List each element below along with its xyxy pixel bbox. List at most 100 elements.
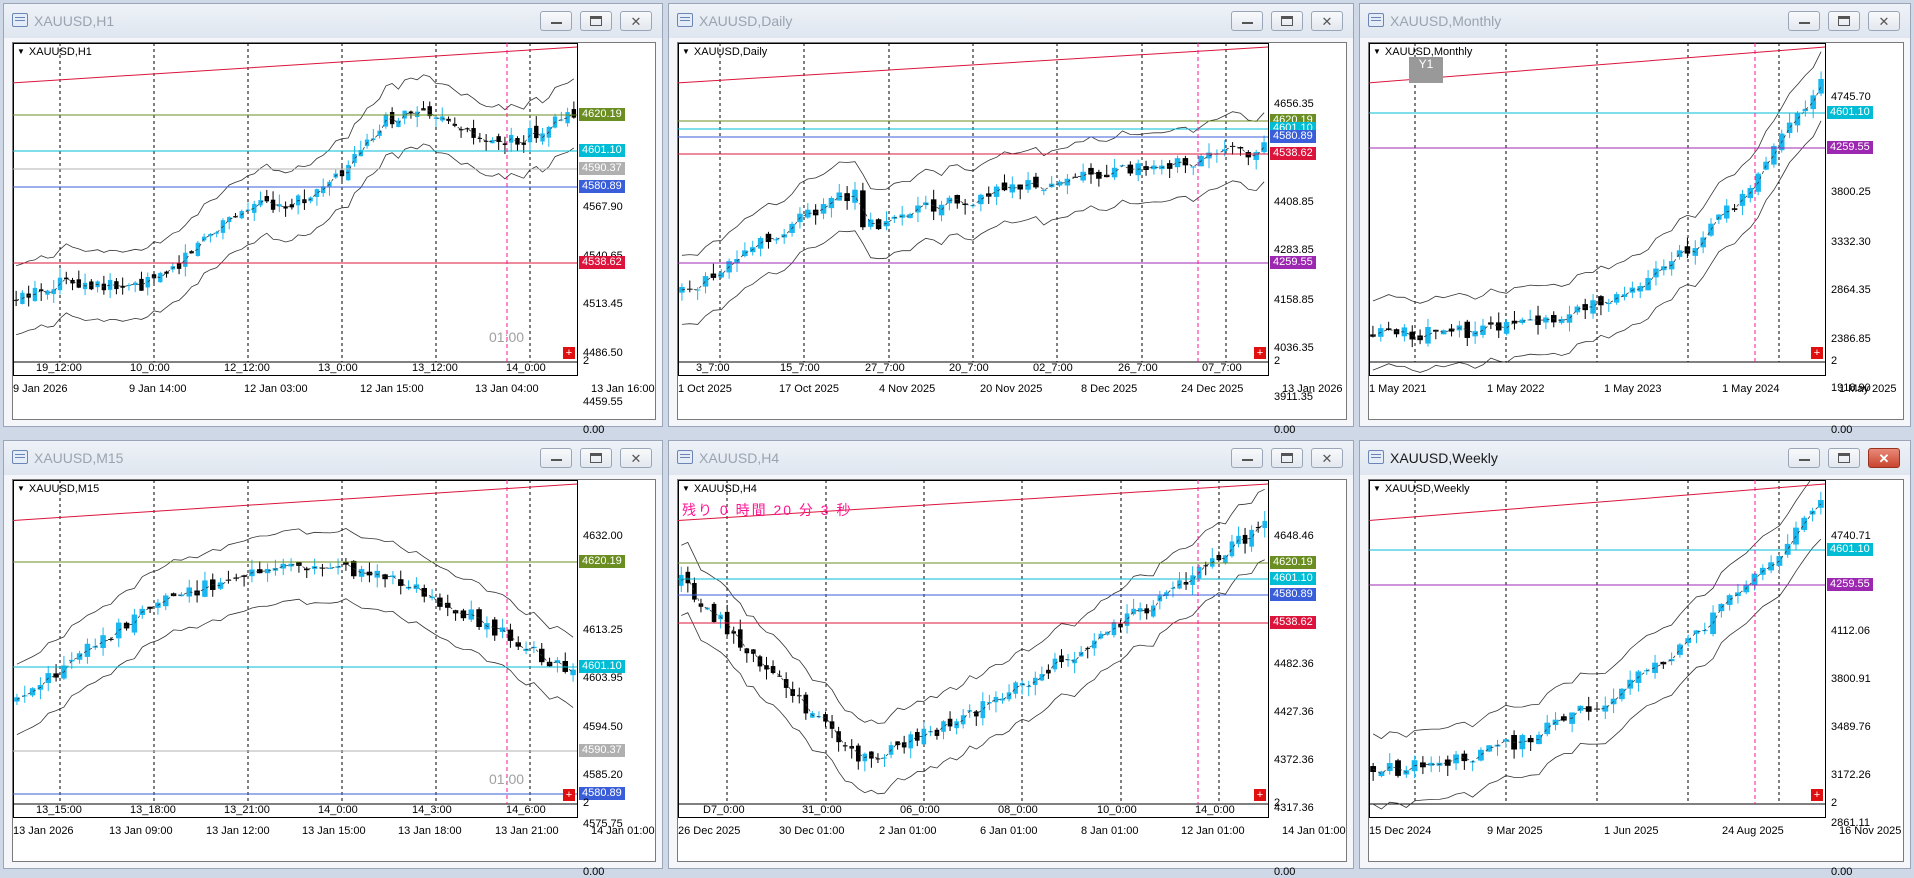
- close-button[interactable]: ✕: [1868, 11, 1900, 31]
- minimize-button[interactable]: [1788, 11, 1820, 31]
- maximize-button[interactable]: [1828, 11, 1860, 31]
- title-bar[interactable]: XAUUSD,M15 ✕: [4, 441, 662, 475]
- price-chart[interactable]: [13, 480, 657, 863]
- title-bar[interactable]: XAUUSD,H1 ✕: [4, 4, 662, 38]
- chart-area[interactable]: XAUUSD,H4 4648.46 4482.36 4427.36 4372.36 431…: [677, 479, 1348, 878]
- price-chart[interactable]: [678, 480, 1348, 863]
- price-chart[interactable]: [13, 43, 657, 421]
- title-bar[interactable]: XAUUSD,Weekly ✕: [1360, 441, 1910, 475]
- chart-window-m15[interactable]: XAUUSD,M15 ✕ XAUUSD,M15 4632.00 4613.25 4603.…: [3, 440, 663, 878]
- candle: [1096, 169, 1102, 187]
- maximize-button[interactable]: [1271, 448, 1303, 468]
- separator-label: 14_3:00: [412, 804, 452, 816]
- candle-body: [914, 732, 920, 741]
- plot-frame: [13, 43, 578, 376]
- band-middle: [1372, 86, 1822, 339]
- add-button[interactable]: +: [1811, 789, 1823, 801]
- candle-body: [1652, 662, 1658, 673]
- maximize-button[interactable]: [580, 448, 612, 468]
- close-button[interactable]: ✕: [1868, 448, 1900, 468]
- candle: [1409, 325, 1415, 348]
- candle-body: [1428, 762, 1435, 766]
- candle-body: [565, 112, 570, 124]
- x-axis-tick-label: 1 May 2021: [1369, 383, 1427, 395]
- chart-window-monthly[interactable]: XAUUSD,Monthly ✕ XAUUSD,Monthly 4745.70 3800…: [1359, 3, 1911, 436]
- separator-label: 02_7:00: [1033, 362, 1073, 374]
- candle: [692, 577, 697, 603]
- add-button[interactable]: +: [563, 789, 575, 801]
- maximize-button[interactable]: [1828, 448, 1860, 468]
- chart-window-h1[interactable]: XAUUSD,H1✕ XAUUSD,H14567.904540.654513.45…: [3, 3, 663, 436]
- candle: [1131, 598, 1136, 616]
- candle: [907, 212, 913, 219]
- minimize-icon: [551, 459, 562, 461]
- y-axis-tick-label: 0.00: [1274, 424, 1296, 436]
- candle-body: [264, 568, 271, 574]
- minimize-button[interactable]: [540, 11, 572, 31]
- minimize-button[interactable]: [1231, 11, 1263, 31]
- add-button[interactable]: +: [1254, 789, 1266, 801]
- chart-area[interactable]: XAUUSD,M15 4632.00 4613.25 4603.95 4594.50 45…: [12, 479, 657, 878]
- candle: [377, 124, 382, 139]
- candle: [1378, 770, 1385, 778]
- candle: [895, 741, 900, 750]
- candle-body: [882, 757, 887, 759]
- candle-body: [1461, 753, 1468, 762]
- candle: [1574, 304, 1581, 315]
- y-axis-tick-label: 4740.71: [1831, 530, 1871, 542]
- candle: [396, 117, 401, 128]
- candle-body: [217, 582, 224, 589]
- close-button[interactable]: ✕: [1311, 448, 1343, 468]
- minimize-button[interactable]: [1231, 448, 1263, 468]
- candle: [227, 216, 232, 230]
- trend-line: [13, 483, 578, 521]
- chart-area[interactable]: XAUUSD,Daily 4656.35 4408.85 4283.85 4158.85…: [677, 42, 1348, 436]
- price-chart[interactable]: [678, 43, 1348, 421]
- title-bar[interactable]: XAUUSD,H4 ✕: [669, 441, 1353, 475]
- minimize-button[interactable]: [540, 448, 572, 468]
- candle-body: [1127, 164, 1134, 174]
- candle-body: [1585, 706, 1592, 712]
- candle-body: [1262, 520, 1268, 529]
- close-button[interactable]: ✕: [620, 448, 652, 468]
- sub-window-value: 2: [1831, 797, 1838, 809]
- add-button[interactable]: +: [1254, 347, 1266, 359]
- chart-window-daily[interactable]: XAUUSD,Daily ✕ XAUUSD,Daily 4656.35 4408.85 4…: [668, 3, 1354, 436]
- price-chart[interactable]: [1369, 43, 1905, 421]
- y-axis-tick-label: 3489.76: [1831, 721, 1871, 733]
- candle: [973, 710, 979, 726]
- candle-body: [1574, 306, 1581, 313]
- candle: [1041, 188, 1047, 196]
- price-chart[interactable]: [1369, 480, 1905, 863]
- chart-window-weekly[interactable]: XAUUSD,Weekly✕ XAUUSD,Weekly4740.714429.5…: [1359, 440, 1911, 878]
- chart-area[interactable]: XAUUSD,H14567.904540.654513.454486.50445…: [12, 42, 657, 436]
- candle: [257, 561, 263, 574]
- x-axis-tick-label: 13 Jan 18:00: [398, 825, 462, 837]
- title-bar[interactable]: XAUUSD,Daily ✕: [669, 4, 1353, 38]
- candle-body: [1693, 630, 1700, 634]
- candle: [1590, 294, 1596, 319]
- add-button[interactable]: +: [563, 347, 575, 359]
- add-button[interactable]: +: [1811, 347, 1823, 359]
- band-upper: [1372, 480, 1812, 740]
- candle-body: [1190, 166, 1197, 168]
- maximize-button[interactable]: [580, 11, 612, 31]
- close-button[interactable]: ✕: [620, 11, 652, 31]
- candle-body: [51, 289, 56, 295]
- close-button[interactable]: ✕: [1311, 11, 1343, 31]
- x-axis-tick-label: 1 May 2022: [1487, 383, 1545, 395]
- chart-area[interactable]: XAUUSD,Weekly4740.714429.564112.063800.9…: [1368, 479, 1905, 878]
- band-upper: [681, 488, 1265, 724]
- maximize-button[interactable]: [1271, 11, 1303, 31]
- candle-body: [507, 629, 514, 641]
- price-level-badge: 4538.62: [1270, 616, 1316, 629]
- chart-area[interactable]: XAUUSD,Monthly 4745.70 3800.25 3332.30 2864.…: [1368, 42, 1905, 436]
- y-axis-tick-label: 4486.50: [583, 347, 623, 359]
- minimize-button[interactable]: [1788, 448, 1820, 468]
- candle-body: [1794, 113, 1801, 126]
- candle: [114, 278, 119, 295]
- title-bar[interactable]: XAUUSD,Monthly ✕: [1360, 4, 1910, 38]
- chart-window-h4[interactable]: XAUUSD,H4 ✕ XAUUSD,H4 4648.46 4482.36 4427.36…: [668, 440, 1354, 878]
- band-upper: [16, 527, 574, 665]
- candle: [45, 289, 50, 300]
